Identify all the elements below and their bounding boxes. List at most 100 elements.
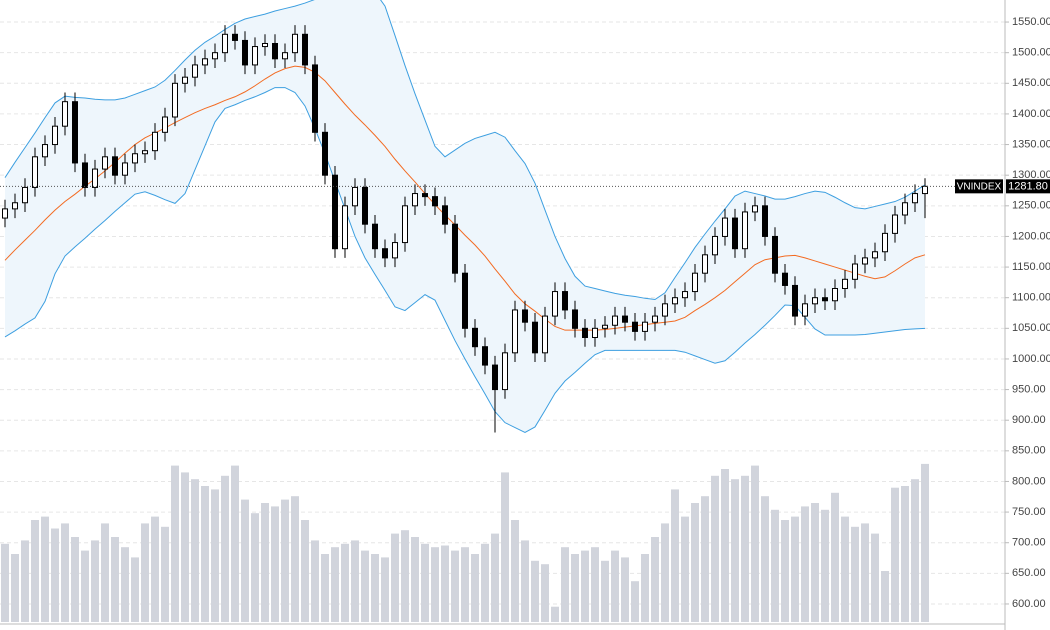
upper-band [4, 0, 926, 301]
candle-body [32, 156, 38, 188]
candle-body [692, 272, 698, 293]
candle-body [722, 217, 728, 237]
candle-body [12, 202, 18, 210]
candle-body [182, 76, 188, 84]
candle-body [462, 272, 468, 329]
candle-body [632, 321, 638, 332]
candle-body [502, 352, 508, 391]
candle-body [222, 33, 228, 54]
candle-body [142, 150, 148, 155]
volume-bar [151, 516, 159, 622]
volume-bar [811, 503, 819, 622]
y-tick-label: 800.00 [1012, 475, 1046, 487]
candle-body [232, 33, 238, 41]
y-tick-label: 1500.00 [1012, 47, 1050, 59]
volume-bar [741, 475, 749, 622]
volume-bar [701, 496, 709, 622]
candle-body [332, 174, 338, 250]
candle-body [582, 327, 588, 339]
volume-bar [851, 526, 859, 622]
y-tick-label: 1050.00 [1012, 322, 1050, 334]
candle-body [42, 144, 48, 158]
candle-body [482, 346, 488, 366]
candle-body [272, 42, 278, 60]
candle-body [762, 205, 768, 237]
volume-bar [601, 560, 609, 622]
volume-bar [251, 513, 259, 622]
last-name-box [955, 179, 1003, 194]
volume-bar [691, 503, 699, 622]
volume-bar [721, 469, 729, 622]
candle-body [642, 321, 648, 332]
volume-bar [221, 475, 229, 622]
volume-bar [361, 550, 369, 622]
candle-body [422, 193, 428, 198]
volume-bar [841, 516, 849, 622]
volume-bar [591, 547, 599, 622]
candle-body [412, 193, 418, 207]
volume-bar [311, 540, 319, 622]
candle-body [92, 168, 98, 188]
candle-body [542, 315, 548, 354]
candle-body [402, 205, 408, 244]
volume-bar [561, 547, 569, 622]
candle-body [522, 309, 528, 323]
candle-body [472, 327, 478, 348]
volume-bar [21, 540, 29, 622]
volume-bar [901, 486, 909, 622]
y-tick-label: 1450.00 [1012, 77, 1050, 89]
candle-body [922, 185, 928, 195]
volume-bar [71, 537, 79, 622]
candle-body [572, 309, 578, 329]
y-tick-label: 650.00 [1012, 567, 1046, 579]
candle-body [832, 288, 838, 302]
volume-bar [501, 472, 509, 622]
volume-bar [881, 571, 889, 622]
candle-body [872, 251, 878, 259]
candle-body [312, 64, 318, 133]
volume-bar [631, 581, 639, 622]
candle-body [262, 42, 268, 48]
candle-body [352, 186, 358, 207]
candle-body [432, 196, 438, 207]
candle-body [852, 263, 858, 280]
volume-bar [481, 543, 489, 622]
volume-bar [911, 479, 919, 622]
volume-bar [761, 496, 769, 622]
candle-body [282, 52, 288, 60]
candle-body [882, 232, 888, 253]
candle-body [602, 324, 608, 329]
candle-body [452, 223, 458, 274]
volume-bar [41, 516, 49, 622]
volume-bar [781, 520, 789, 622]
candle-body [772, 235, 778, 274]
y-tick-label: 950.00 [1012, 383, 1046, 395]
volume-bar [521, 540, 529, 622]
candle-body [112, 156, 118, 176]
candle-body [172, 82, 178, 118]
candle-body [672, 297, 678, 305]
y-tick-label: 1250.00 [1012, 200, 1050, 212]
volume-bar [331, 547, 339, 622]
volume-bar [341, 543, 349, 622]
middle-band [4, 65, 926, 331]
volume-bar [81, 550, 89, 622]
y-tick-label: 1000.00 [1012, 353, 1050, 365]
volume-bar [611, 550, 619, 622]
candle-body [72, 101, 78, 164]
volume-bar [371, 554, 379, 622]
candle-body [152, 131, 158, 152]
volume-bar [471, 554, 479, 622]
volume-bar [231, 465, 239, 622]
y-tick-label: 900.00 [1012, 414, 1046, 426]
volume-bar [1, 543, 9, 622]
candle-body [22, 186, 28, 204]
volume-bar [441, 545, 449, 622]
y-tick-label: 1150.00 [1012, 261, 1050, 273]
candle-body [202, 58, 208, 66]
volume-bar [541, 564, 549, 622]
candle-body [382, 248, 388, 259]
candle-body [52, 125, 58, 146]
candle-body [322, 131, 328, 176]
candle-body [562, 291, 568, 311]
